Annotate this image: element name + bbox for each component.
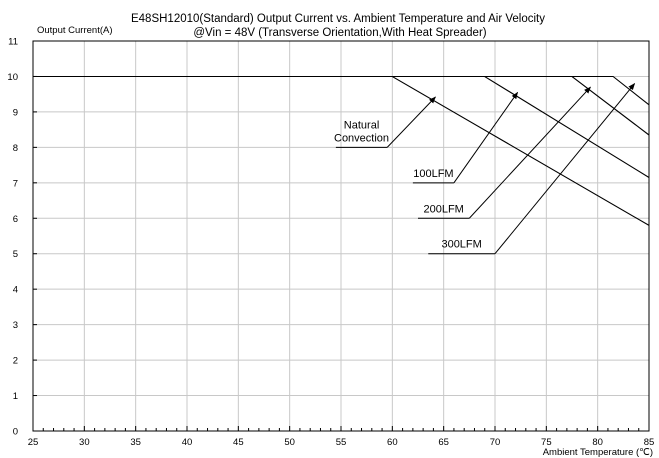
- y-tick-label: 9: [13, 107, 18, 118]
- y-tick-label: 2: [13, 356, 18, 367]
- x-tick-label: 80: [592, 437, 603, 448]
- x-tick-label: 85: [644, 437, 655, 448]
- grid: [33, 41, 649, 431]
- annotation-arrow: [386, 96, 436, 148]
- x-tick-label: 40: [182, 437, 193, 448]
- series-label-3: 300LFM: [441, 239, 481, 251]
- y-tick-label: 8: [13, 143, 18, 154]
- series-label-1: 100LFM: [413, 168, 453, 180]
- x-tick-label: 70: [490, 437, 501, 448]
- annotation-arrow: [494, 83, 636, 255]
- y-tick-label: 6: [13, 214, 18, 225]
- y-tick-label: 1: [13, 391, 18, 402]
- x-tick-label: 35: [130, 437, 141, 448]
- y-tick-label: 0: [13, 427, 18, 438]
- annotation-arrow: [453, 91, 518, 184]
- x-tick-label: 50: [284, 437, 295, 448]
- x-tick-label: 30: [79, 437, 90, 448]
- x-tick-label: 75: [541, 437, 552, 448]
- x-tick-label: 60: [387, 437, 398, 448]
- series-layer: [33, 75, 650, 226]
- x-tick-label: 65: [438, 437, 449, 448]
- series-label-0: Natural Convection: [334, 119, 389, 144]
- chart-subtitle: @Vin = 48V (Transverse Orientation,With …: [193, 27, 486, 39]
- y-tick-label: 3: [13, 320, 18, 331]
- series-line-3: [33, 75, 650, 106]
- annotations: Natural Convection 100LFM 200LFM 300LFM: [334, 83, 636, 255]
- y-tick-label: 10: [7, 72, 18, 83]
- x-tick-label: 45: [233, 437, 244, 448]
- y-tick-label: 7: [13, 178, 18, 189]
- x-tick-label: 55: [336, 437, 347, 448]
- y-tick-label: 5: [13, 249, 18, 260]
- series-label-2: 200LFM: [423, 203, 463, 215]
- y-tick-label: 11: [8, 37, 18, 48]
- y-axis-label: Output Current(A): [37, 25, 113, 36]
- x-tick-label: 25: [28, 437, 39, 448]
- y-tick-label: 4: [13, 285, 18, 296]
- chart-title: E48SH12010(Standard) Output Current vs. …: [131, 13, 545, 25]
- annotation-arrow: [468, 86, 591, 219]
- x-axis-label: Ambient Temperature (℃): [543, 447, 653, 458]
